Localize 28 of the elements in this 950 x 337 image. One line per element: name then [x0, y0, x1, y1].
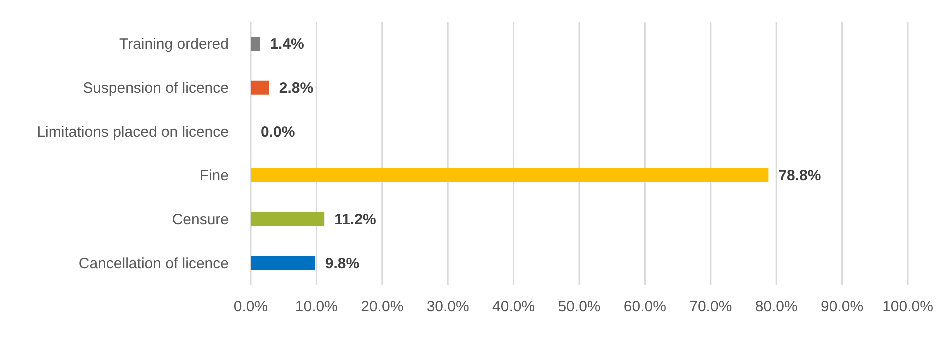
x-tick-label: 0.0%: [234, 298, 268, 316]
y-tick-label: Suspension of licence: [83, 80, 229, 98]
y-tick-label: Cancellation of licence: [78, 255, 229, 272]
data-label: 11.2%: [334, 212, 376, 229]
bar: [251, 212, 325, 226]
y-tick-label: Censure: [172, 212, 229, 229]
x-tick-label: 20.0%: [361, 298, 404, 316]
y-tick-label: Training ordered: [119, 36, 229, 54]
data-label: 78.8%: [778, 168, 822, 185]
x-tick-label: 60.0%: [624, 298, 666, 316]
x-tick-label: 10.0%: [295, 298, 338, 316]
bar: [251, 80, 270, 95]
x-tick-label: 40.0%: [492, 298, 536, 316]
data-label: 1.4%: [270, 36, 304, 54]
bar: [251, 256, 316, 270]
x-tick-label: 90.0%: [821, 298, 864, 316]
bar: [251, 37, 260, 51]
data-label: 0.0%: [261, 124, 296, 141]
y-tick-label: Fine: [200, 168, 229, 185]
x-tick-label: 100.0%: [882, 298, 934, 316]
x-tick-label: 50.0%: [558, 298, 601, 316]
x-tick-label: 30.0%: [426, 298, 470, 316]
data-label: 9.8%: [325, 255, 360, 272]
y-tick-label: Limitations placed on licence: [37, 124, 229, 141]
x-tick-label: 70.0%: [690, 298, 732, 316]
x-tick-label: 80.0%: [755, 298, 798, 316]
data-label: 2.8%: [279, 80, 314, 98]
bar: [251, 168, 769, 182]
